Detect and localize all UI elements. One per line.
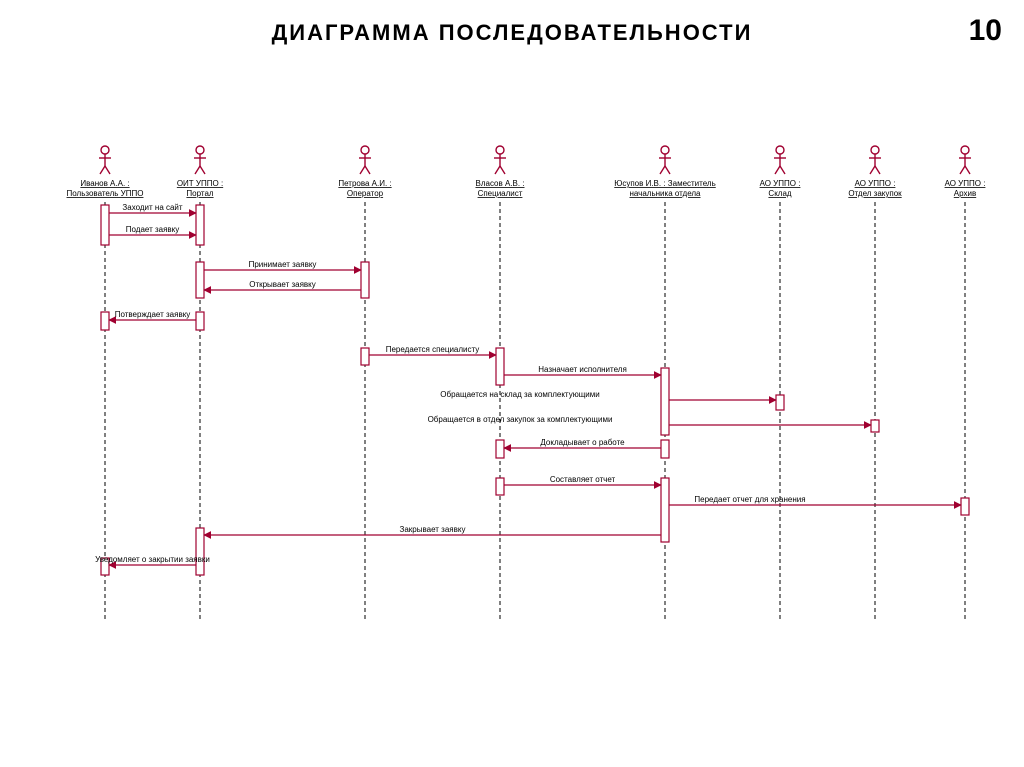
message-label: Открывает заявку (249, 280, 316, 289)
actor-head-specialist (496, 146, 504, 154)
actor-label-user: Иванов А.А. :Пользователь УППО (67, 179, 144, 198)
actor-label-archive: АО УППО :Архив (945, 179, 986, 198)
message-label: Потверждает заявку (115, 310, 191, 319)
actor-head-archive (961, 146, 969, 154)
actor-label-specialist: Власов А.В. :Специалист (475, 179, 524, 198)
activation-portal (196, 528, 204, 575)
message-label: Принимает заявку (249, 260, 317, 269)
activation-portal (196, 312, 204, 330)
message-label: Закрывает заявку (400, 525, 466, 534)
activation-purchasing (871, 420, 879, 432)
message-label: Заходит на сайт (122, 203, 182, 212)
actor-label-portal: ОИТ УППО :Портал (177, 179, 223, 198)
message-label: Подает заявку (126, 225, 180, 234)
activation-deputy (661, 368, 669, 435)
activation-specialist (496, 348, 504, 385)
activation-specialist (496, 440, 504, 458)
message-label: Докладывает о работе (540, 438, 625, 447)
activation-portal (196, 262, 204, 298)
actor-head-warehouse (776, 146, 784, 154)
activation-deputy (661, 478, 669, 542)
activation-operator (361, 348, 369, 365)
activation-operator (361, 262, 369, 298)
message-label: Составляет отчет (550, 475, 616, 484)
activation-archive (961, 498, 969, 515)
activation-user (101, 312, 109, 330)
message-label: Передается специалисту (386, 345, 480, 354)
actor-label-deputy: Юсупов И.В. : Заместительначальника отде… (614, 179, 716, 198)
sequence-diagram: Иванов А.А. :Пользователь УППО ОИТ УППО :… (0, 0, 1024, 767)
message-label: Уведомляет о закрытии заявки (95, 555, 210, 564)
activation-user (101, 205, 109, 245)
message-label: Обращается на склад за комплектующими (440, 390, 599, 399)
actor-head-user (101, 146, 109, 154)
actor-label-purchasing: АО УППО :Отдел закупок (848, 179, 902, 198)
actor-head-portal (196, 146, 204, 154)
message-label: Обращается в отдел закупок за комплектую… (428, 415, 613, 424)
actor-head-deputy (661, 146, 669, 154)
activation-specialist (496, 478, 504, 495)
actor-head-operator (361, 146, 369, 154)
message-label: Передает отчет для хранения (694, 495, 805, 504)
actor-label-warehouse: АО УППО :Склад (760, 179, 801, 198)
actor-head-purchasing (871, 146, 879, 154)
activation-portal (196, 205, 204, 245)
actor-label-operator: Петрова А.И. :Оператор (338, 179, 391, 198)
message-label: Назначает исполнителя (538, 365, 627, 374)
activation-warehouse (776, 395, 784, 410)
activation-deputy (661, 440, 669, 458)
